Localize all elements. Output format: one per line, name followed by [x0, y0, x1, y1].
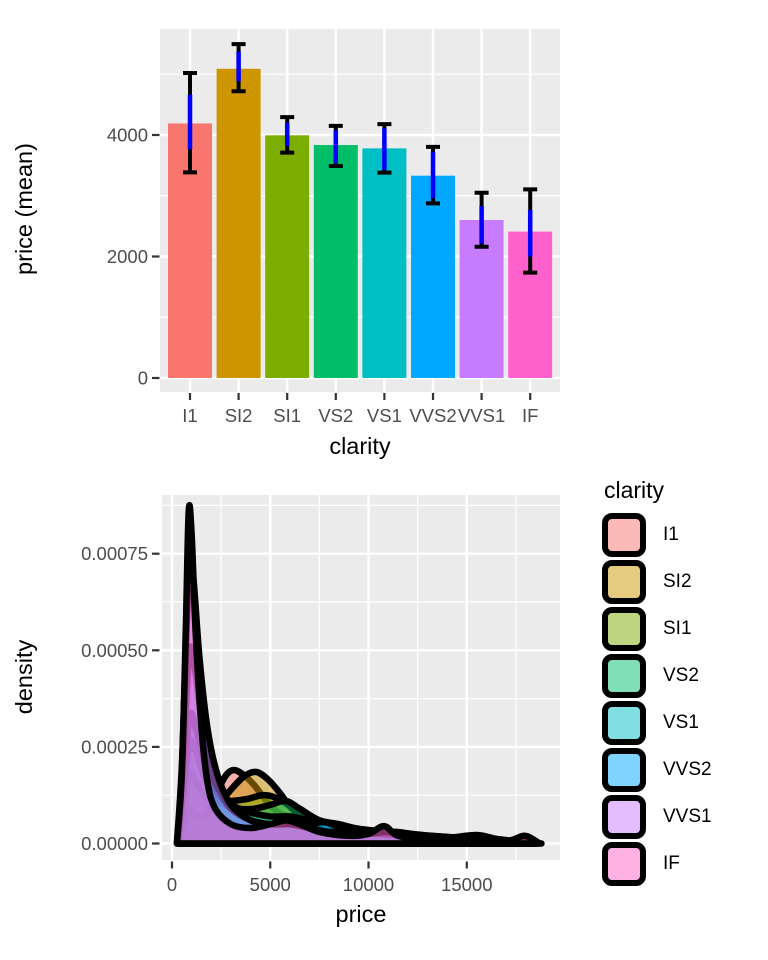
x-tick-label-IF: IF	[522, 405, 538, 426]
bar-SI1	[265, 135, 310, 378]
legend-label-VS2: VS2	[663, 665, 699, 686]
legend-entry-VVS2: VVS2	[602, 748, 712, 792]
density-x-axis-title: price	[336, 901, 387, 927]
legend-entries: I1 SI2 SI1 VS2 VS1 VVS2 VVS1 IF	[602, 513, 712, 886]
density-area-IF	[173, 501, 543, 847]
legend-label-I1: I1	[663, 524, 679, 545]
x-tick-label: 5000	[250, 874, 291, 895]
y-tick-label: 0.00075	[81, 543, 148, 564]
legend-entry-VVS1: VVS1	[602, 795, 712, 839]
x-tick-label: 10000	[343, 874, 394, 895]
density-areas	[173, 501, 545, 847]
x-tick-label-SI1: SI1	[273, 405, 301, 426]
legend-label-SI1: SI1	[663, 618, 692, 639]
bar-y-axis-title: price (mean)	[11, 143, 37, 275]
clarity-legend: clarity I1 SI2 SI1 VS2 VS1 VVS2 VVS1 IF	[602, 474, 712, 889]
legend-key-VVS1	[602, 795, 646, 839]
x-tick-label: 15000	[441, 874, 492, 895]
legend-key-VS2	[602, 654, 646, 698]
bar-chart: 0 2000 4000 I1 SI2 SI1 VS2 VS1 VVS2 VVS1 IF price …	[11, 29, 560, 459]
legend-label-SI2: SI2	[663, 571, 692, 592]
legend-key-VS1	[602, 701, 646, 745]
legend-entry-VS2: VS2	[602, 654, 712, 698]
legend-key-SI1	[602, 607, 646, 651]
legend-key-I1	[602, 513, 646, 557]
legend-entry-I1: I1	[602, 513, 712, 557]
x-tick-label-VVS2: VVS2	[409, 405, 456, 426]
density-chart: 0.00000 0.00025 0.00050 0.00075 0 5000 10000 15…	[11, 495, 560, 927]
legend-entry-IF: IF	[602, 842, 712, 886]
legend-label-VS1: VS1	[663, 712, 699, 733]
bar-SI2	[216, 68, 261, 378]
bar-VVS2	[411, 175, 455, 378]
legend-entry-SI1: SI1	[602, 607, 712, 651]
density-y-axis-title: density	[11, 640, 37, 715]
y-tick-label: 0.00000	[81, 833, 148, 854]
y-tick-label: 2000	[107, 246, 148, 267]
x-tick-label: 0	[167, 874, 177, 895]
y-tick-label: 0.00050	[81, 640, 148, 661]
legend-entry-VS1: VS1	[602, 701, 712, 745]
y-tick-label: 0	[138, 368, 148, 389]
bar-VS1	[362, 148, 407, 378]
legend-entry-SI2: SI2	[602, 560, 712, 604]
legend-label-VVS1: VVS1	[663, 806, 712, 827]
legend-key-IF	[602, 842, 646, 886]
x-tick-label-VS1: VS1	[367, 405, 402, 426]
legend-title: clarity	[604, 477, 665, 503]
legend-label-IF: IF	[663, 853, 680, 874]
bar-x-axis-title: clarity	[329, 433, 391, 459]
y-tick-label: 0.00025	[81, 736, 148, 757]
bar-chart-panel: 0 2000 4000 I1 SI2 SI1 VS2 VS1 VVS2 VVS1 IF	[107, 29, 560, 426]
legend-key-SI2	[602, 560, 646, 604]
y-tick-label: 4000	[107, 125, 148, 146]
legend-key-VVS2	[602, 748, 646, 792]
x-tick-label-SI2: SI2	[225, 405, 253, 426]
x-tick-label-I1: I1	[182, 405, 197, 426]
x-tick-label-VS2: VS2	[318, 405, 353, 426]
x-tick-label-VVS1: VVS1	[458, 405, 505, 426]
legend-label-VVS2: VVS2	[663, 759, 712, 780]
bar-VS2	[313, 145, 358, 378]
density-chart-panel: 0.00000 0.00025 0.00050 0.00075 0 5000 10000 15…	[81, 495, 560, 895]
